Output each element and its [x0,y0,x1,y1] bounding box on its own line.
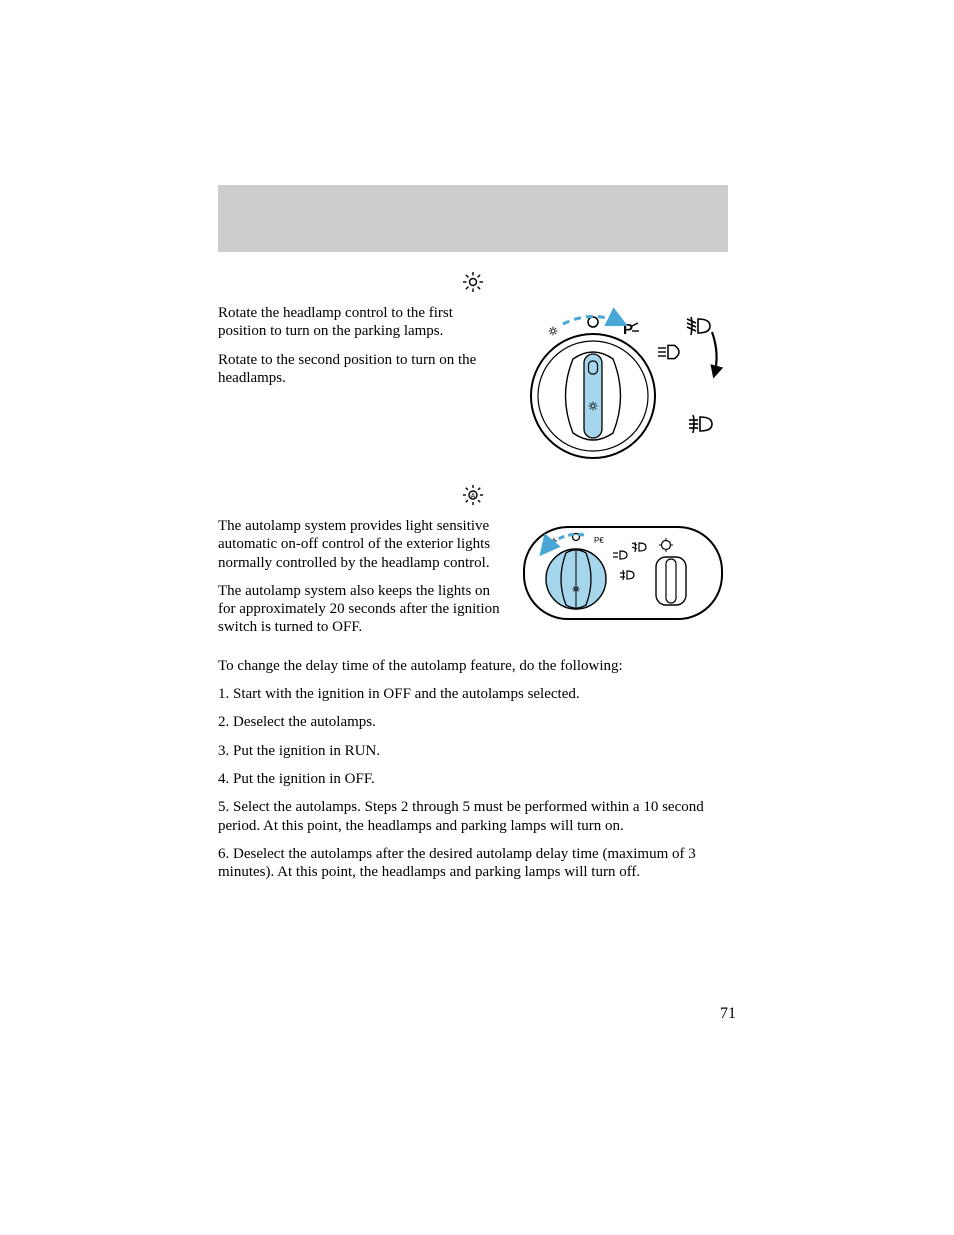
autolamp-step-6: 6. Deselect the autolamps after the desi… [218,845,728,882]
autolamp-step-4: 4. Put the ignition in OFF. [218,770,728,788]
autolamp-step-2: 2. Deselect the autolamps. [218,713,728,731]
autolamp-step-1: 1. Start with the ignition in OFF and th… [218,685,728,703]
headlamp-section-icon [218,271,728,298]
autolamp-step-3: 3. Put the ignition in RUN. [218,742,728,760]
sun-icon [462,271,484,293]
content-area: Rotate the headlamp control to the first… [218,271,728,891]
autolamp-row: The autolamp system provides light sensi… [218,517,728,647]
autolamp-p3: To change the delay time of the autolamp… [218,657,728,675]
autolamp-icon-a: A [471,493,476,500]
panel-marker-p: P€ [594,536,604,545]
autolamp-panel-illustration: P€ [518,517,728,627]
headlamp-figure: P [518,304,728,474]
page-number: 71 [720,1005,736,1023]
autolamp-text-wrap: The autolamp system provides light sensi… [218,517,504,647]
autolamp-icon: A [461,484,485,506]
autolamp-step-5: 5. Select the autolamps. Steps 2 through… [218,798,728,835]
autolamp-section-icon: A [218,484,728,511]
headlamp-p2: Rotate to the second position to turn on… [218,351,504,388]
headlamp-text: Rotate the headlamp control to the first… [218,304,504,397]
header-bar [218,185,728,252]
page: Rotate the headlamp control to the first… [0,0,954,1235]
autolamp-p2: The autolamp system also keeps the light… [218,582,504,637]
autolamp-p1: The autolamp system provides light sensi… [218,517,504,572]
autolamp-figure: P€ [518,517,728,632]
dial-label-p: P [623,321,633,338]
headlamp-dial-illustration: P [518,304,728,469]
headlamp-row: Rotate the headlamp control to the first… [218,304,728,474]
headlamp-p1: Rotate the headlamp control to the first… [218,304,504,341]
